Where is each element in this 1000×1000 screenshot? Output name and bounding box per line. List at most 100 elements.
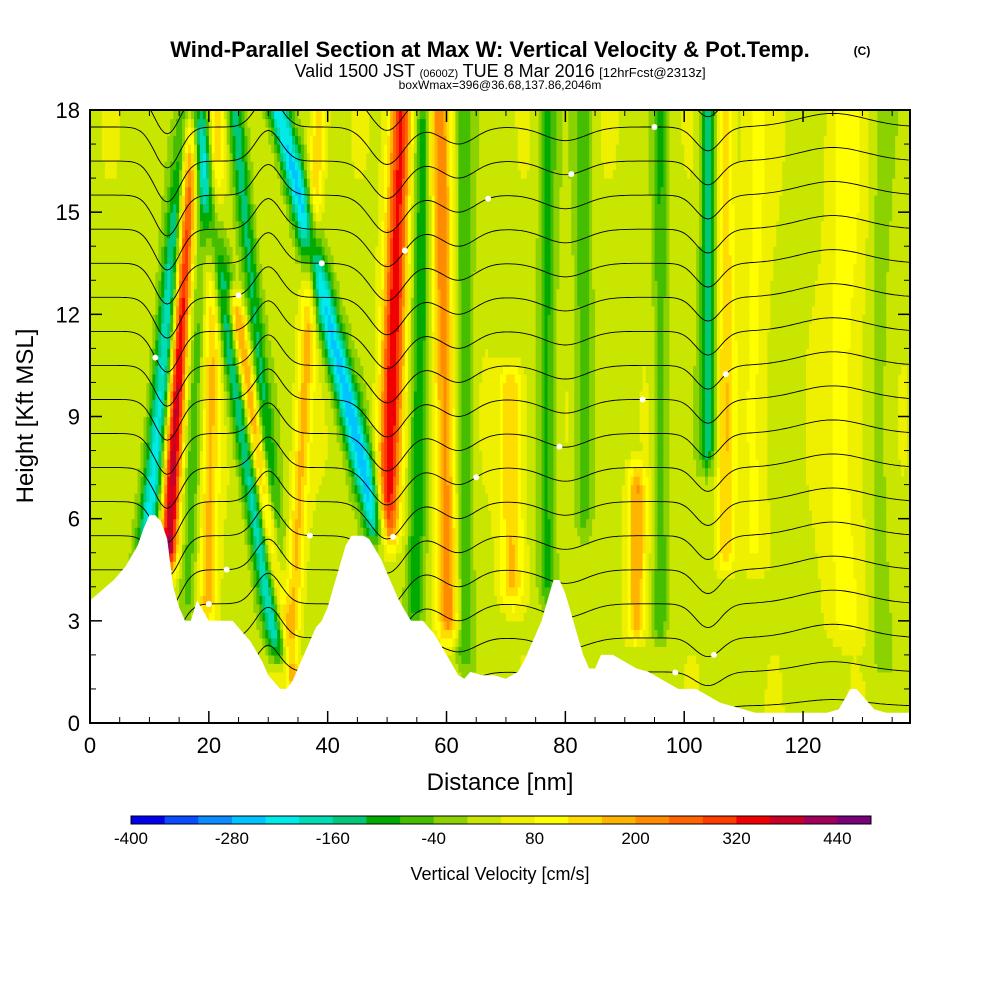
velocity-cell: [149, 331, 153, 341]
velocity-cell: [188, 339, 192, 349]
velocity-cell: [152, 118, 156, 128]
velocity-cell: [256, 612, 260, 622]
velocity-cell: [286, 654, 290, 664]
velocity-cell: [277, 331, 281, 341]
velocity-cell: [140, 169, 145, 179]
velocity-cell: [286, 127, 290, 137]
velocity-cell: [182, 433, 186, 443]
velocity-cell: [185, 254, 189, 264]
velocity-cell: [107, 425, 112, 435]
velocity-cell: [295, 637, 299, 647]
velocity-cell: [283, 356, 287, 367]
velocity-cell: [247, 280, 252, 290]
velocity-cell: [289, 169, 293, 179]
velocity-cell: [199, 416, 204, 426]
velocity-cell: [271, 373, 275, 384]
velocity-cell: [226, 348, 231, 358]
velocity-cell: [199, 118, 204, 128]
velocity-cell: [173, 407, 177, 418]
velocity-cell: [286, 569, 290, 579]
velocity-cell: [182, 161, 186, 171]
velocity-cell: [229, 169, 234, 179]
velocity-cell: [238, 407, 243, 418]
velocity-cell: [137, 510, 142, 520]
velocity-cell: [247, 135, 252, 145]
velocity-cell: [256, 646, 260, 656]
velocity-cell: [193, 544, 198, 554]
velocity-cell: [179, 186, 183, 196]
velocity-cell: [250, 586, 254, 596]
velocity-cell: [182, 382, 186, 392]
velocity-cell: [295, 646, 299, 656]
velocity-cell: [211, 467, 216, 477]
velocity-cell: [173, 578, 177, 588]
velocity-cell: [220, 305, 225, 315]
velocity-cell: [140, 493, 145, 503]
velocity-cell: [286, 178, 290, 188]
velocity-cell: [188, 356, 192, 367]
velocity-cell: [101, 161, 106, 171]
velocity-cell: [241, 373, 246, 384]
velocity-cell: [253, 365, 257, 375]
velocity-cell: [188, 459, 192, 469]
velocity-cell: [256, 288, 260, 298]
velocity-cell: [146, 322, 151, 332]
velocity-cell: [122, 322, 127, 332]
velocity-cell: [265, 416, 269, 426]
velocity-cell: [208, 339, 213, 349]
velocity-cell: [256, 144, 260, 154]
velocity-cell: [98, 314, 103, 324]
velocity-cell: [122, 178, 127, 188]
velocity-cell: [277, 348, 281, 358]
velocity-cell: [211, 390, 216, 401]
velocity-cell: [92, 484, 97, 494]
velocity-cell: [292, 442, 296, 452]
velocity-cell: [232, 348, 237, 358]
velocity-cell: [262, 569, 266, 579]
velocity-cell: [277, 152, 281, 162]
velocity-cell: [295, 603, 299, 613]
velocity-cell: [196, 169, 201, 179]
velocity-cell: [125, 373, 130, 384]
velocity-cell: [235, 442, 240, 452]
velocity-cell: [107, 229, 112, 239]
velocity-cell: [259, 254, 263, 264]
velocity-cell: [274, 578, 278, 588]
velocity-cell: [268, 365, 272, 375]
velocity-cell: [128, 195, 133, 205]
velocity-cell: [259, 382, 263, 392]
velocity-cell: [173, 127, 177, 137]
velocity-cell: [170, 178, 174, 188]
velocity-cell: [274, 161, 278, 171]
velocity-cell: [232, 450, 237, 460]
velocity-cell: [90, 246, 94, 256]
velocity-cell: [265, 501, 269, 511]
velocity-cell: [256, 195, 260, 205]
velocity-cell: [173, 161, 177, 171]
velocity-cell: [208, 110, 213, 120]
velocity-cell: [220, 450, 225, 460]
velocity-cell: [116, 416, 121, 426]
velocity-cell: [235, 161, 240, 171]
velocity-cell: [220, 399, 225, 409]
velocity-cell: [155, 399, 159, 409]
velocity-cell: [131, 356, 136, 367]
velocity-cell: [110, 416, 115, 426]
velocity-cell: [217, 365, 222, 375]
velocity-cell: [292, 237, 296, 247]
velocity-cell: [128, 552, 133, 562]
velocity-cell: [107, 433, 112, 443]
velocity-cell: [182, 135, 186, 145]
velocity-cell: [116, 501, 121, 511]
velocity-cell: [283, 637, 287, 647]
velocity-cell: [229, 135, 234, 145]
velocity-cell: [101, 322, 106, 332]
velocity-cell: [289, 229, 293, 239]
velocity-cell: [274, 620, 278, 630]
velocity-cell: [98, 459, 103, 469]
velocity-cell: [158, 442, 162, 452]
velocity-cell: [182, 527, 186, 537]
velocity-cell: [98, 544, 103, 554]
velocity-cell: [90, 407, 94, 418]
velocity-cell: [107, 450, 112, 460]
